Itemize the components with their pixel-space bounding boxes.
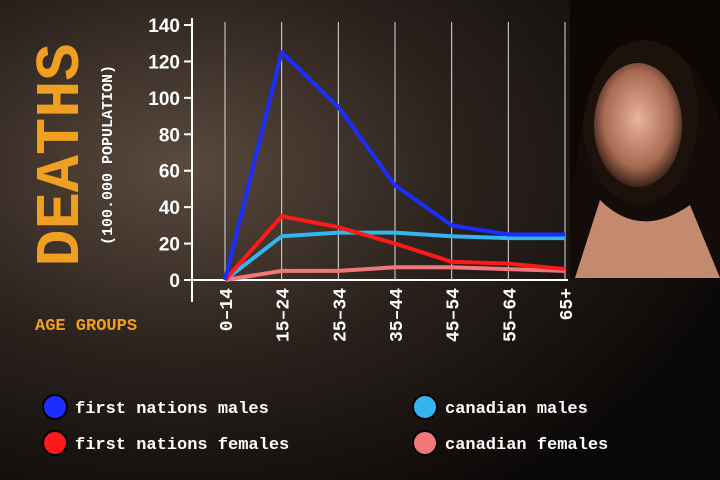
y-tick-label: 100 (148, 89, 180, 110)
series-line (223, 50, 565, 281)
series-line (223, 214, 566, 282)
y-axis-label: (100.000 POPULATION) (100, 65, 117, 245)
y-tick-label: 60 (159, 162, 180, 183)
y-tick-label: 40 (159, 198, 180, 219)
x-tick-label: 25–34 (331, 288, 351, 342)
x-tick-label: 45–54 (445, 288, 465, 342)
x-tick-label: 0–14 (218, 288, 238, 331)
legend-swatch (42, 394, 68, 420)
legend-label: first nations females (75, 436, 289, 455)
x-tick-label: 55–64 (501, 288, 521, 342)
x-axis-label: AGE GROUPS (35, 317, 137, 336)
legend-label: canadian males (445, 400, 588, 419)
chart-title: DEATHS (26, 43, 97, 266)
series-line (223, 230, 565, 282)
y-tick-label: 140 (148, 16, 180, 37)
x-tick-label: 35–44 (388, 288, 408, 342)
legend-label: first nations males (75, 400, 269, 419)
legend-label: canadian females (445, 436, 608, 455)
x-tick-label: 65+ (558, 288, 578, 320)
photo (570, 0, 720, 278)
y-tick-label: 80 (159, 125, 180, 146)
legend-swatch (412, 430, 438, 456)
legend-swatch (42, 430, 68, 456)
series-line (224, 265, 566, 282)
y-tick-label: 20 (159, 235, 180, 256)
y-tick-label: 0 (169, 271, 180, 292)
y-tick-label: 120 (148, 52, 180, 73)
legend-swatch (412, 394, 438, 420)
x-tick-label: 15–24 (275, 288, 295, 342)
